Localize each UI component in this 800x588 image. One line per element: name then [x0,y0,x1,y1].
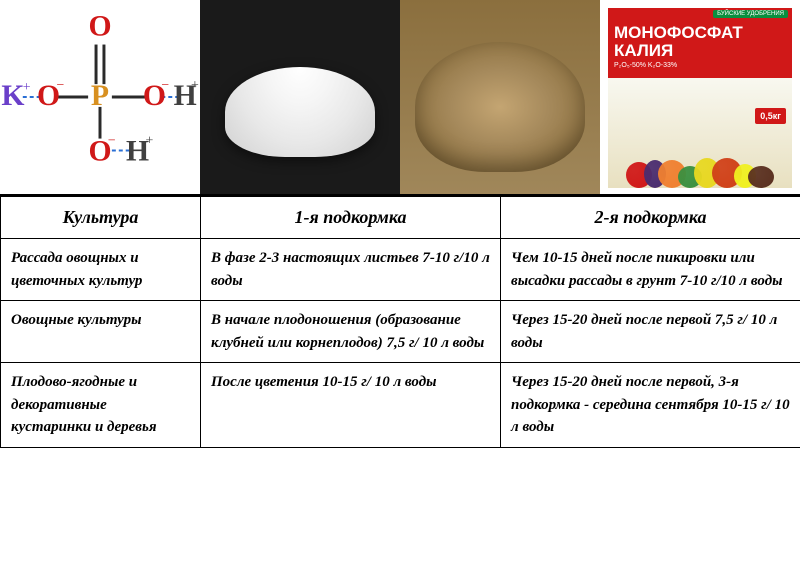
package-header: БУЙСКИЕ УДОБРЕНИЯ МОНОФОСФАТ КАЛИЯ P₂O₅-… [608,8,792,78]
table-row: Рассада овощных и цветочных культур В фа… [1,239,800,301]
table-row: Плодово-ягодные и декоративные кустаринк… [1,363,800,448]
svg-text:−: − [56,77,64,92]
cell-feeding-2: Чем 10-15 дней после пикировки или высад… [501,239,800,301]
cell-culture: Плодово-ягодные и декоративные кустаринк… [1,363,201,448]
white-powder-pile [225,67,375,157]
vegetable-icon [748,166,774,188]
header-culture: Культура [1,197,201,239]
brown-powder-pile [415,42,585,172]
cell-feeding-1: В фазе 2-3 настоящих листьев 7-10 г/10 л… [201,239,501,301]
chemical-structure-panel: O K + O − P O − H + O − H + [0,0,200,194]
cell-feeding-2: Через 15-20 дней после первой, 3-я подко… [501,363,800,448]
cell-culture: Рассада овощных и цветочных культур [1,239,201,301]
package-brand: БУЙСКИЕ УДОБРЕНИЯ [713,10,788,18]
atom-O-top: O [88,11,111,43]
top-image-row: O K + O − P O − H + O − H + БУЙСКИЕ УДОБ… [0,0,800,196]
svg-text:+: + [191,77,199,92]
cell-feeding-1: После цветения 10-15 г/ 10 л воды [201,363,501,448]
package-body: 0,5кг [608,78,792,188]
product-package-panel: БУЙСКИЕ УДОБРЕНИЯ МОНОФОСФАТ КАЛИЯ P₂O₅-… [600,0,800,194]
chemical-formula-svg: O K + O − P O − H + O − H + [0,0,200,194]
white-salt-panel [200,0,400,194]
cell-culture: Овощные культуры [1,301,201,363]
table-row: Овощные культуры В начале плодоношения (… [1,301,800,363]
vegetable-row [608,118,792,188]
fertilizer-application-table: Культура 1-я подкормка 2-я подкормка Рас… [0,196,800,448]
svg-text:−: − [108,133,116,148]
svg-text:−: − [161,77,169,92]
table-header-row: Культура 1-я подкормка 2-я подкормка [1,197,800,239]
atom-P: P [91,80,109,112]
brown-powder-panel [400,0,600,194]
cell-feeding-1: В начале плодоношения (образование клубн… [201,301,501,363]
cell-feeding-2: Через 15-20 дней после первой 7,5 г/ 10 … [501,301,800,363]
package-title: МОНОФОСФАТ КАЛИЯ [614,24,786,60]
header-feeding-1: 1-я подкормка [201,197,501,239]
svg-text:+: + [23,79,31,94]
svg-text:+: + [146,133,154,148]
package-subtitle: P₂O₅-50% K₂O-33% [614,62,786,69]
header-feeding-2: 2-я подкормка [501,197,800,239]
atom-K: K [1,80,24,112]
